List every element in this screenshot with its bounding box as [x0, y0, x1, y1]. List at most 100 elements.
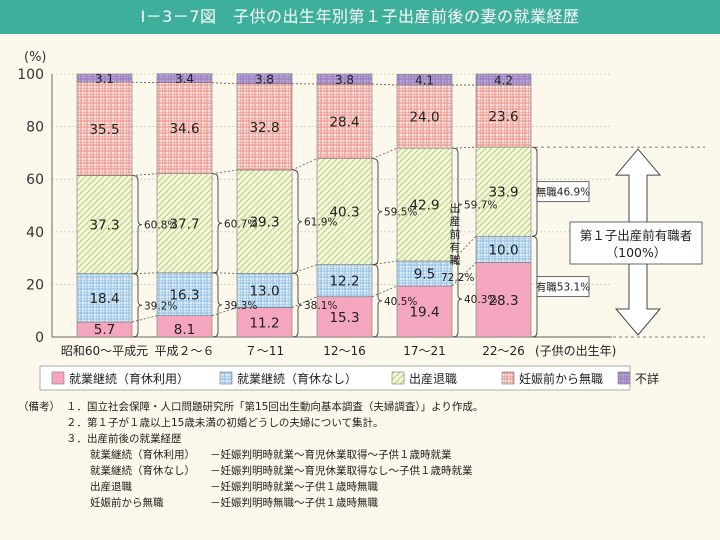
connector-line — [131, 315, 158, 323]
notes-prefix: （備考） — [18, 401, 60, 413]
data-label: 35.5 — [89, 122, 119, 138]
def-term-4: 妊娠前から無職 — [90, 497, 164, 509]
bar-segment — [316, 296, 373, 338]
connector-line — [211, 307, 238, 317]
legend-label: 妊娠前から無職 — [519, 371, 603, 386]
employed-label: 有職53.1% — [536, 281, 590, 294]
legend-box — [39, 365, 631, 391]
def-term-3: 出産退職 — [90, 481, 132, 493]
def-desc-4: －妊娠判明時無職～子供１歳時無職 — [210, 497, 378, 509]
note-2: ２．第１子が１歳以上15歳未満の初婚どうしの夫婦について集計。 — [66, 417, 384, 429]
vertical-label-char: 職 — [450, 254, 461, 267]
legend-label: 就業継続（育休利用） — [69, 371, 189, 386]
data-label: 9.5 — [414, 266, 435, 282]
brace-employed — [212, 272, 223, 338]
quit-pct-label: 59.7% — [464, 200, 497, 212]
bar-segment — [236, 73, 293, 85]
note-3: ３．出産前後の就業経歴 — [66, 433, 182, 445]
employed-pct-label: 39.2% — [144, 300, 177, 312]
y-tick-label: 100 — [17, 67, 44, 83]
y-tick-label: 60 — [26, 172, 44, 188]
data-label: 32.8 — [249, 120, 279, 136]
vertical-label-char: 前 — [450, 227, 461, 241]
bar-segment — [76, 273, 133, 323]
bar-segment — [76, 81, 133, 176]
arrow-label-line: 第１子出産前有職者 — [580, 228, 693, 243]
employed-pct-label: 40.3% — [464, 294, 497, 306]
data-label: 3.1 — [95, 72, 114, 86]
y-tick-label: 0 — [35, 330, 44, 346]
bar-segment — [156, 272, 213, 316]
brace-quit — [372, 158, 383, 266]
x-tick-label: 22～26 — [482, 344, 525, 358]
bar-segment — [396, 147, 453, 262]
bar-segment — [475, 235, 532, 263]
bar-segment — [475, 262, 532, 338]
bar-segment — [236, 273, 293, 308]
data-label: 11.2 — [249, 315, 279, 331]
data-label: 16.3 — [169, 287, 199, 303]
data-label: 3.4 — [175, 72, 194, 86]
x-tick-label: 17～21 — [403, 344, 446, 358]
notes-section: （備考） １．国立社会保障・人口問題研究所「第15回出生動向基本調査（夫婦調査）… — [0, 394, 720, 540]
bar-segment — [316, 83, 373, 159]
quit-pct-label: 61.9% — [304, 217, 337, 229]
brace-employed — [132, 273, 143, 338]
y-tick-label: 20 — [26, 277, 44, 293]
data-label: 24.0 — [409, 110, 439, 126]
def-desc-3: －妊娠判明時就業～子供１歳時無職 — [210, 481, 378, 493]
bar-segment — [396, 73, 453, 86]
x-tick-label: 12～16 — [323, 344, 366, 358]
data-label: 4.1 — [415, 74, 434, 88]
brace-employed — [372, 264, 383, 338]
bar-segment — [236, 83, 293, 171]
vertical-label-char: 産 — [450, 215, 461, 228]
data-label: 10.0 — [488, 242, 518, 258]
employed-total-label: 72.2% — [441, 272, 474, 284]
employed-pct-label: 38.1% — [304, 300, 337, 312]
y-axis-label: (%) — [24, 50, 47, 65]
x-axis-label: (子供の出生年) — [535, 344, 616, 358]
legend-label: 就業継続（育休なし） — [237, 371, 357, 386]
data-label: 5.7 — [94, 322, 115, 338]
data-label: 15.3 — [329, 310, 359, 326]
bar-segment — [396, 260, 453, 287]
quit-pct-label: 59.5% — [384, 207, 417, 219]
bar-segment — [316, 264, 373, 298]
connector-line — [291, 158, 318, 171]
brace-quit — [292, 169, 303, 274]
bar-segment — [396, 84, 453, 149]
connector-line — [211, 169, 238, 175]
legend-label: 出産退職 — [409, 371, 457, 386]
unemployed-box — [536, 181, 590, 203]
vertical-label-char: 有 — [450, 240, 461, 254]
data-label: 18.4 — [89, 291, 119, 307]
stacked-bar-chart: 0 20 40 60 80 100 (%) 昭和60～平成元 平成２～６ ７～11 12～16 17～… — [17, 50, 705, 391]
unemployed-label: 無職46.9% — [536, 186, 590, 199]
bar-segment — [475, 146, 532, 237]
bar-segment — [316, 158, 373, 265]
connector-line — [371, 83, 398, 86]
connector-line — [451, 235, 477, 262]
employed-pct-label: 40.5% — [384, 296, 417, 308]
connector-line — [131, 272, 158, 275]
data-label: 12.2 — [329, 274, 359, 290]
data-label: 33.9 — [488, 185, 518, 201]
bar-segment — [156, 73, 213, 83]
x-tick-label: 平成２～６ — [154, 344, 214, 358]
employed-box — [536, 276, 590, 298]
brace-employed — [292, 272, 303, 338]
data-label: 37.7 — [169, 216, 199, 232]
bar-segment — [236, 307, 293, 338]
def-desc-2: －妊娠判明時就業～育児休業取得なし～子供１歳時就業 — [210, 465, 473, 477]
data-label: 40.3 — [329, 205, 359, 221]
data-label: 42.9 — [409, 198, 439, 214]
brace-quit — [452, 147, 463, 262]
connector-line — [131, 173, 158, 176]
connector-line — [291, 264, 318, 274]
legend-swatch — [391, 371, 405, 385]
def-term-2: 就業継続（育休なし） — [90, 465, 195, 477]
data-label: 3.8 — [255, 73, 274, 87]
legend-swatch — [617, 371, 631, 385]
legend-swatch — [51, 371, 65, 385]
